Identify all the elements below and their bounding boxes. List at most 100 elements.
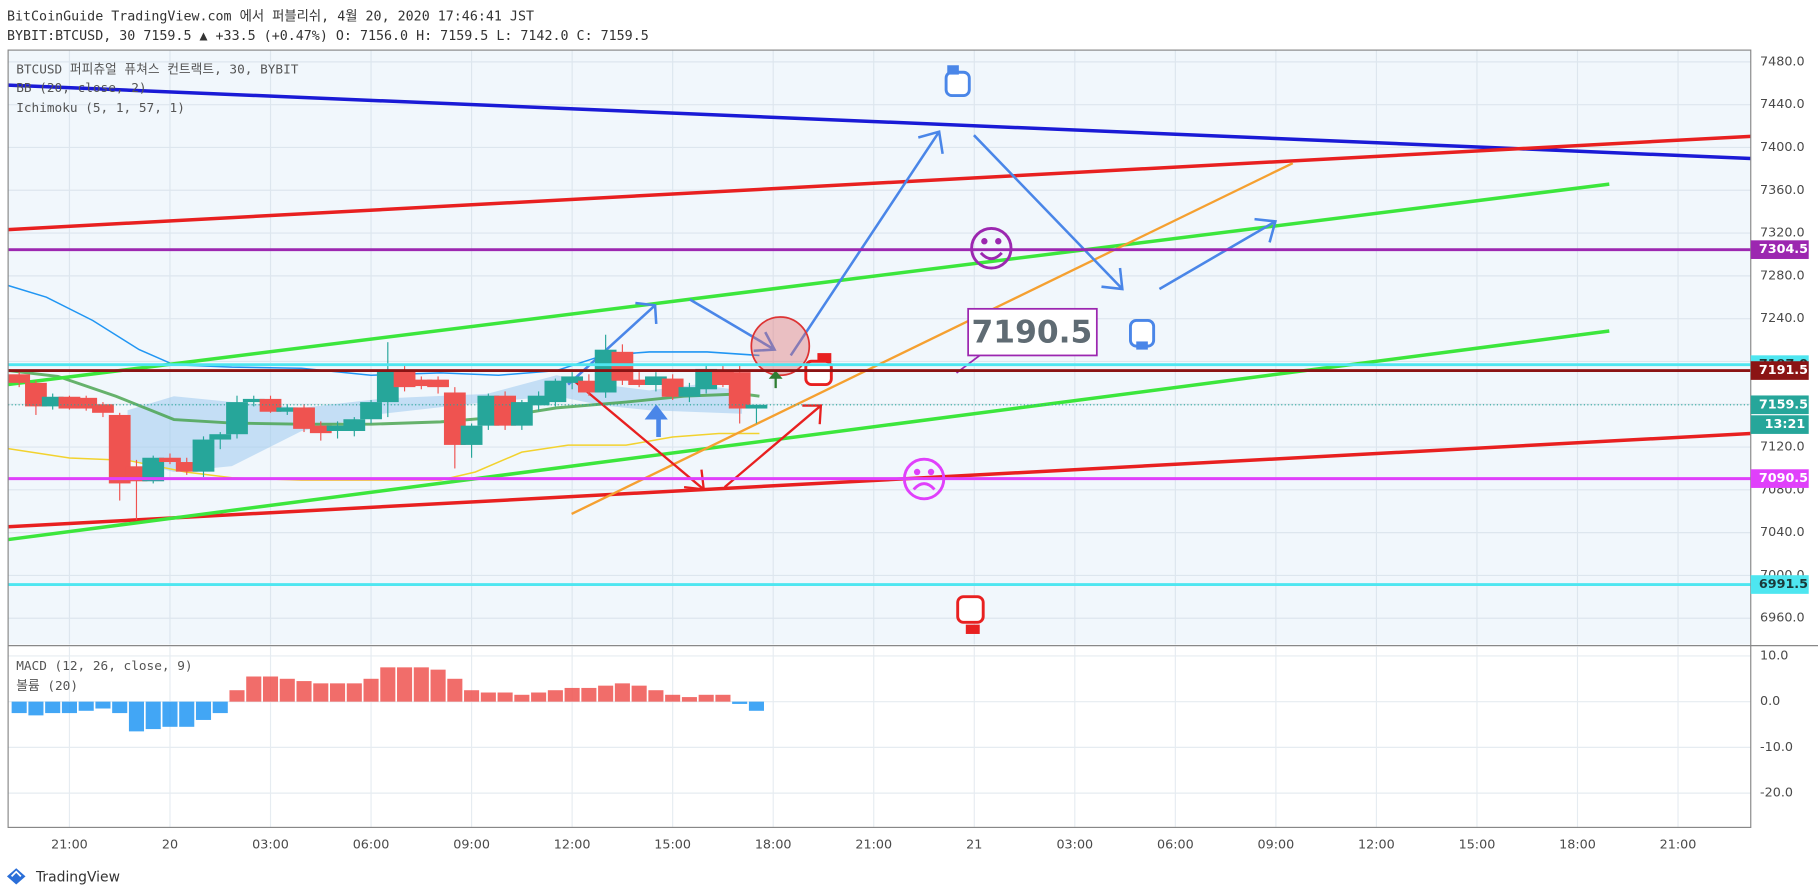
y-tick-label: 7280.0 — [1760, 268, 1805, 283]
candle-body — [209, 434, 232, 440]
candle-body — [226, 402, 248, 435]
x-tick-label: 21:00 — [855, 837, 892, 852]
arrow — [1158, 217, 1278, 291]
histogram-bar — [28, 701, 44, 716]
y-tick-label: 7240.0 — [1760, 311, 1805, 326]
arrow — [723, 404, 823, 489]
candle-body — [745, 404, 768, 409]
x-tick-label: 12:00 — [1358, 837, 1395, 852]
histogram-bar — [145, 701, 161, 730]
candle-body — [192, 439, 215, 472]
y-tick-label: 7040.0 — [1760, 525, 1805, 540]
candle-body — [577, 380, 600, 393]
y-tick-label: 7320.0 — [1760, 226, 1805, 241]
candle-body — [427, 379, 449, 388]
x-tick-label: 12:00 — [554, 837, 591, 852]
candle-body — [326, 425, 349, 431]
candle-body — [276, 407, 299, 412]
hand-icon — [956, 595, 985, 634]
candle-body — [544, 380, 567, 403]
axes: 6960.07000.07040.07080.07120.07160.07200… — [7, 49, 1818, 852]
bb-basis — [7, 369, 760, 426]
candle-body — [293, 407, 315, 429]
grid — [8, 50, 1751, 828]
candle-body — [175, 462, 198, 472]
hand-icon — [804, 353, 833, 387]
histogram-bar — [262, 676, 279, 702]
macd-plot — [8, 646, 1751, 828]
price-tag — [1750, 240, 1809, 259]
candle-body — [142, 457, 165, 482]
x-tick-label: 06:00 — [1157, 837, 1194, 852]
histogram-bar — [397, 667, 413, 702]
candle-body — [460, 425, 483, 445]
legend-item: BB (20, close, 2) — [16, 81, 146, 96]
histogram-bar — [45, 701, 61, 714]
candle-body — [678, 387, 701, 397]
histogram-bar — [61, 701, 77, 714]
histogram-bar — [179, 701, 195, 727]
histogram-bar — [296, 681, 312, 702]
price-tag — [1750, 575, 1809, 594]
candle-body — [108, 414, 131, 484]
candle-body — [695, 368, 718, 390]
candle-body — [661, 378, 684, 397]
histogram-bar — [698, 694, 714, 702]
histogram-bar — [447, 678, 463, 702]
trend-line — [8, 83, 1751, 161]
histogram-bar — [464, 690, 480, 702]
histogram-bar — [413, 667, 429, 702]
legend-item: BTCUSD 퍼피츄얼 퓨쳐스 컨트랙트, 30, BYBIT — [16, 62, 298, 77]
x-tick-label: 03:00 — [252, 837, 289, 852]
candle-body — [8, 374, 31, 383]
header-title: BitCoinGuide TradingView.com 에서 퍼블리쉬, 4월… — [7, 8, 534, 24]
trend-line — [8, 431, 1751, 529]
y-tick-label: -20.0 — [1760, 786, 1793, 801]
arrow — [789, 130, 944, 357]
histogram-bar — [313, 683, 329, 702]
price-tag — [1750, 395, 1809, 415]
plot-frame — [7, 49, 1752, 828]
x-tick-label: 18:00 — [1559, 837, 1596, 852]
y-tick-label: 0.0 — [1760, 694, 1780, 709]
x-tick-label: 21 — [966, 837, 982, 852]
histogram-bar — [547, 690, 563, 702]
histogram-bar — [229, 690, 245, 702]
price-tag-label: 7304.5 — [1759, 242, 1808, 257]
y-tick-label: 7480.0 — [1760, 54, 1805, 69]
countdown-tag — [1750, 415, 1809, 434]
histogram-bar — [279, 678, 295, 702]
y-tick-label: 7120.0 — [1760, 440, 1805, 455]
histogram-bar — [212, 701, 228, 714]
candle-body — [628, 379, 651, 385]
histogram-bar — [715, 694, 731, 702]
histogram-bar — [581, 687, 597, 702]
candle-body — [712, 370, 734, 385]
histogram-bar — [11, 701, 27, 714]
histogram-bar — [681, 697, 697, 702]
candle-body — [376, 370, 399, 403]
macd-title: MACD (12, 26, close, 9) — [16, 659, 192, 674]
x-tick-label: 18:00 — [755, 837, 792, 852]
price-tag-label: 7159.5 — [1759, 397, 1808, 412]
callout-box — [967, 307, 1098, 357]
x-tick-label: 09:00 — [453, 837, 490, 852]
y-tick-label: 10.0 — [1760, 648, 1788, 663]
histogram-bar — [346, 683, 362, 702]
histogram-bar — [665, 694, 681, 702]
candle-body — [25, 382, 47, 407]
x-tick-label: 15:00 — [654, 837, 691, 852]
x-tick-label: 21:00 — [51, 837, 88, 852]
histogram-bar — [748, 701, 764, 711]
price-tag — [1750, 469, 1809, 488]
histogram-bar — [732, 701, 748, 704]
histogram-bar — [648, 690, 664, 702]
histogram-bar — [112, 701, 128, 714]
histogram-bar — [598, 685, 614, 702]
marks — [8, 248, 1751, 732]
arrow — [570, 377, 706, 491]
candle-body — [494, 395, 516, 426]
histogram-bar — [531, 692, 547, 702]
trend-line — [7, 182, 1610, 387]
x-tick-label: 09:00 — [1258, 837, 1295, 852]
